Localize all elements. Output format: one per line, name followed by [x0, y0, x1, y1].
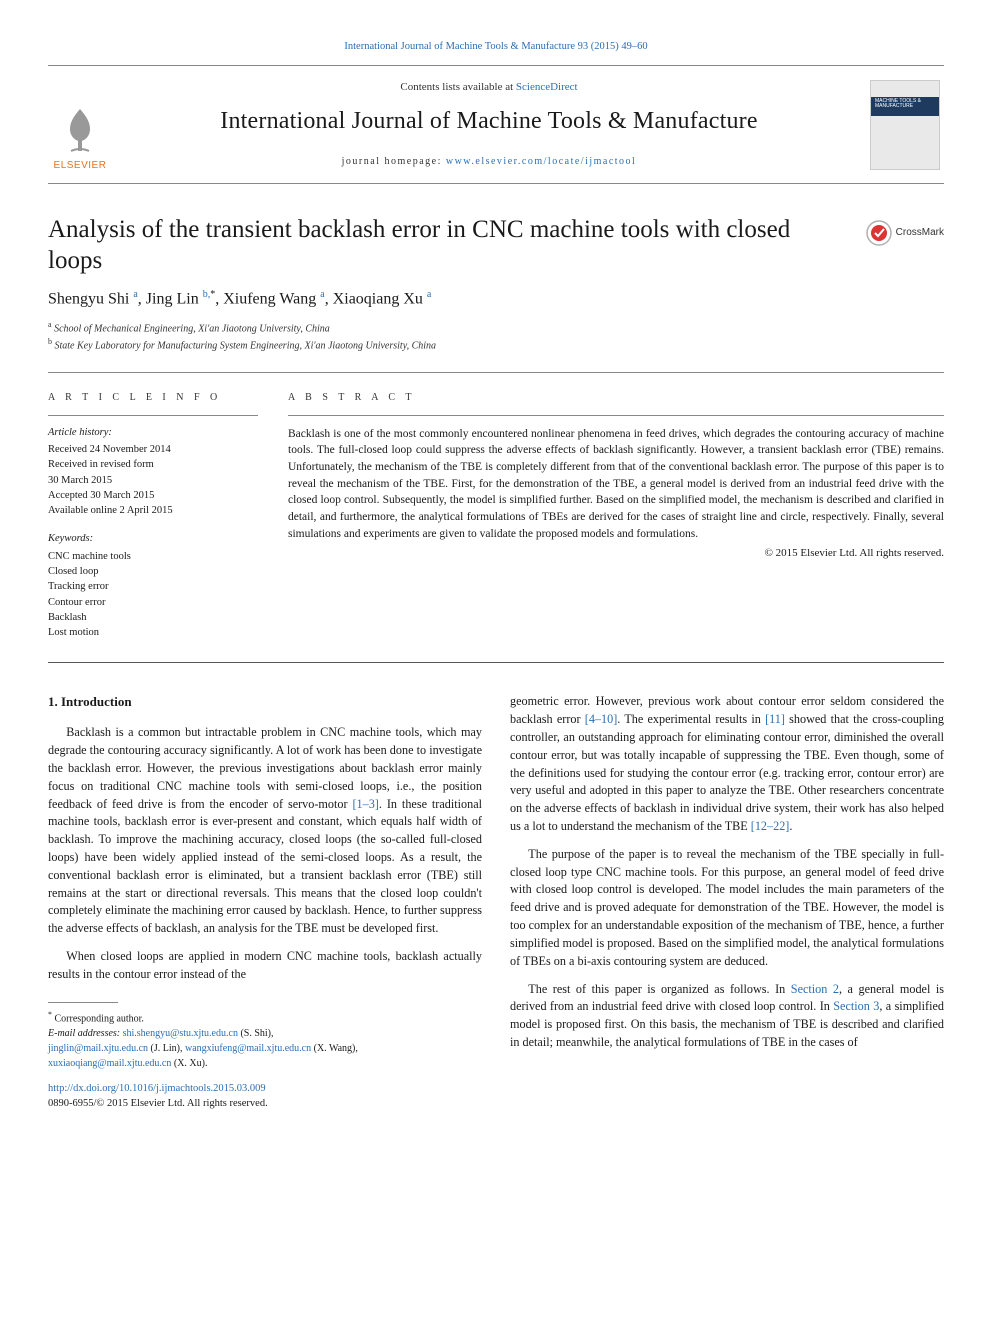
body-paragraph: Backlash is a common but intractable pro…	[48, 724, 482, 938]
footnote-separator	[48, 1002, 118, 1003]
journal-name: International Journal of Machine Tools &…	[126, 105, 852, 139]
abstract: A B S T R A C T Backlash is one of the m…	[288, 391, 944, 641]
corresponding-author: * Corresponding author.	[48, 1009, 482, 1026]
body-col-left: 1. Introduction Backlash is a common but…	[48, 693, 482, 1111]
section-heading: 1. Introduction	[48, 693, 482, 712]
body-paragraph: The purpose of the paper is to reveal th…	[510, 846, 944, 971]
doi-link[interactable]: http://dx.doi.org/10.1016/j.ijmachtools.…	[48, 1083, 266, 1094]
crossmark-icon	[866, 220, 892, 246]
keywords-title: Keywords:	[48, 532, 258, 547]
contents-prefix: Contents lists available at	[400, 81, 515, 93]
running-head: International Journal of Machine Tools &…	[48, 40, 944, 55]
divider-bold	[48, 662, 944, 663]
affiliation-b: b State Key Laboratory for Manufacturing…	[48, 336, 944, 353]
elsevier-wordmark: ELSEVIER	[54, 159, 107, 173]
authors: Shengyu Shi a, Jing Lin b,*, Xiufeng Wan…	[48, 288, 944, 311]
history-line: 30 March 2015	[48, 473, 258, 488]
body-col-right: geometric error. However, previous work …	[510, 693, 944, 1111]
doi-line: http://dx.doi.org/10.1016/j.ijmachtools.…	[48, 1081, 482, 1096]
history-line: Available online 2 April 2015	[48, 503, 258, 518]
body-paragraph: geometric error. However, previous work …	[510, 693, 944, 836]
body-paragraph: When closed loops are applied in modern …	[48, 948, 482, 984]
keyword: CNC machine tools	[48, 549, 258, 564]
abstract-heading: A B S T R A C T	[288, 391, 944, 405]
email-link[interactable]: shi.shengyu@stu.xjtu.edu.cn	[123, 1028, 238, 1039]
keyword: Contour error	[48, 595, 258, 610]
affiliation-a: a School of Mechanical Engineering, Xi'a…	[48, 319, 944, 336]
history-line: Accepted 30 March 2015	[48, 488, 258, 503]
article-info-heading: A R T I C L E I N F O	[48, 391, 258, 405]
keyword: Tracking error	[48, 579, 258, 594]
elsevier-tree-icon	[53, 103, 107, 157]
sciencedirect-link[interactable]: ScienceDirect	[516, 81, 578, 93]
journal-homepage-link[interactable]: www.elsevier.com/locate/ijmactool	[446, 156, 636, 167]
email-link[interactable]: wangxiufeng@mail.xjtu.edu.cn	[185, 1043, 311, 1054]
divider	[288, 415, 944, 416]
crossmark-label: CrossMark	[896, 226, 944, 240]
homepage-prefix: journal homepage:	[342, 156, 446, 167]
email-addresses: E-mail addresses: shi.shengyu@stu.xjtu.e…	[48, 1026, 482, 1071]
journal-cover-thumb: MACHINE TOOLS & MANUFACTURE	[860, 76, 944, 173]
contents-line: Contents lists available at ScienceDirec…	[126, 80, 852, 95]
article-info: A R T I C L E I N F O Article history: R…	[48, 391, 258, 641]
history-line: Received in revised form	[48, 457, 258, 472]
article-title: Analysis of the transient backlash error…	[48, 214, 850, 277]
journal-header: ELSEVIER Contents lists available at Sci…	[48, 65, 944, 184]
divider	[48, 372, 944, 373]
running-head-link[interactable]: International Journal of Machine Tools &…	[344, 41, 647, 52]
keyword: Lost motion	[48, 625, 258, 640]
email-label: E-mail addresses:	[48, 1028, 120, 1039]
email-link[interactable]: xuxiaoqiang@mail.xjtu.edu.cn	[48, 1058, 171, 1069]
keyword: Closed loop	[48, 564, 258, 579]
affiliations: a School of Mechanical Engineering, Xi'a…	[48, 319, 944, 354]
abstract-text: Backlash is one of the most commonly enc…	[288, 426, 944, 543]
crossmark-badge[interactable]: CrossMark	[866, 220, 944, 246]
footnotes: * Corresponding author. E-mail addresses…	[48, 1009, 482, 1071]
body-paragraph: The rest of this paper is organized as f…	[510, 981, 944, 1052]
email-link[interactable]: jinglin@mail.xjtu.edu.cn	[48, 1043, 148, 1054]
history-title: Article history:	[48, 426, 258, 441]
divider	[48, 415, 258, 416]
keyword: Backlash	[48, 610, 258, 625]
cover-title: MACHINE TOOLS & MANUFACTURE	[875, 99, 935, 110]
abstract-copyright: © 2015 Elsevier Ltd. All rights reserved…	[288, 546, 944, 561]
history-line: Received 24 November 2014	[48, 442, 258, 457]
journal-homepage-line: journal homepage: www.elsevier.com/locat…	[126, 155, 852, 169]
cover-image: MACHINE TOOLS & MANUFACTURE	[870, 80, 940, 170]
elsevier-logo: ELSEVIER	[48, 76, 118, 173]
issn-line: 0890-6955/© 2015 Elsevier Ltd. All right…	[48, 1096, 482, 1111]
body-columns: 1. Introduction Backlash is a common but…	[48, 693, 944, 1111]
